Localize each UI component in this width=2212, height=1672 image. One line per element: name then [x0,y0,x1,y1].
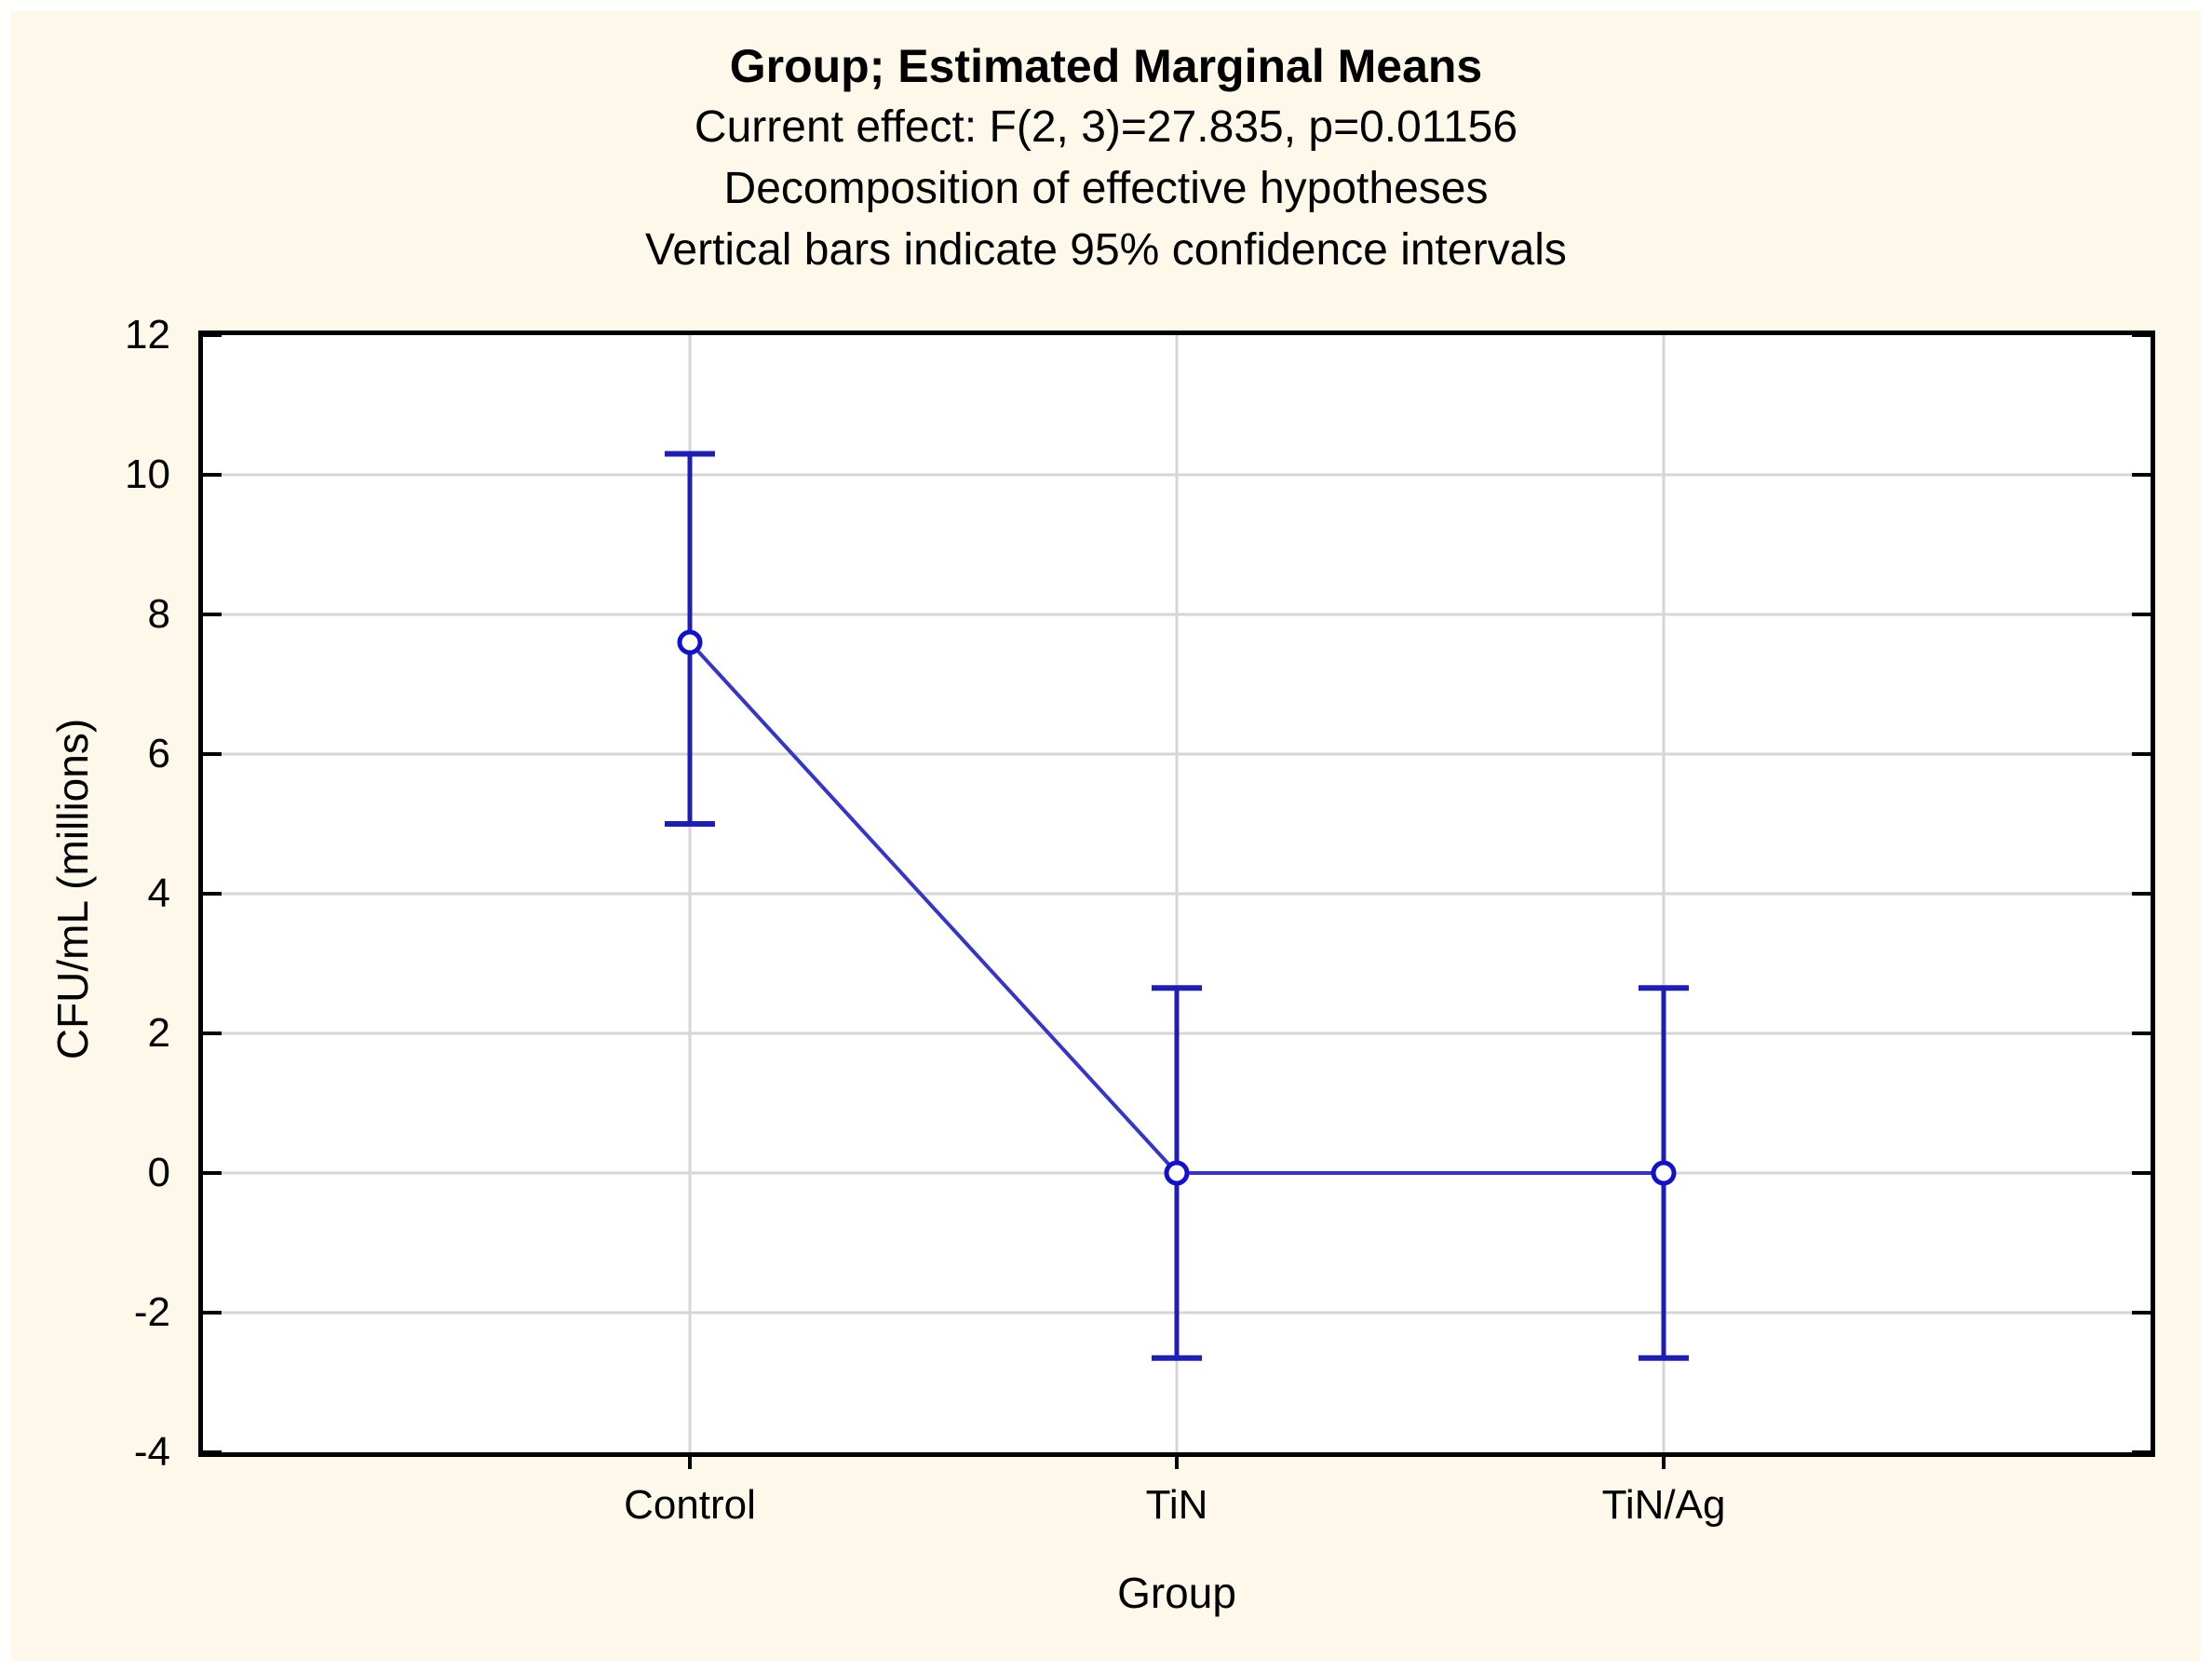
y-tick-label: 10 [125,452,170,497]
y-tick-label: 0 [147,1150,170,1195]
title-block: Group; Estimated Marginal Means Current … [0,35,2212,281]
data-point-marker [677,629,703,655]
x-axis-tick-mark [688,1457,692,1469]
chart-subtitle-decomposition: Decomposition of effective hypotheses [723,164,1489,213]
y-tick-label: 4 [147,870,170,916]
chart-subtitle-current-effect: Current effect: F(2, 3)=27.835, p=0.0115… [694,102,1518,152]
x-tick-label: TiN/Ag [1601,1482,1726,1528]
x-axis-label: Group [1117,1569,1236,1617]
y-tick-label: 6 [147,731,170,776]
chart-title: Group; Estimated Marginal Means [729,40,1483,92]
x-axis-tick-mark [1175,1457,1179,1469]
chart-subtitle-ci-note: Vertical bars indicate 95% confidence in… [645,225,1567,275]
y-tick-label: -4 [133,1429,170,1475]
y-tick-label: 2 [147,1010,170,1056]
y-tick-label: -2 [133,1289,170,1335]
y-tick-label: 8 [147,591,170,637]
plot-area [198,330,2155,1457]
chart-canvas [203,335,2151,1452]
x-tick-label: Control [624,1482,756,1528]
data-point-marker [1651,1160,1677,1186]
x-tick-label: TiN [1145,1482,1208,1528]
data-point-marker [1164,1160,1190,1186]
y-tick-label: 12 [125,312,170,357]
x-axis-tick-mark [1662,1457,1666,1469]
